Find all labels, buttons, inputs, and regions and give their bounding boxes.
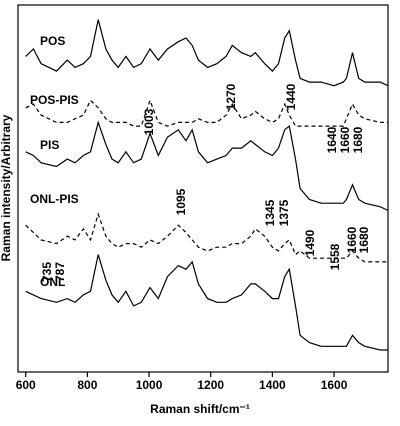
series-label: ONL xyxy=(40,275,65,289)
peak-annotation: 1660 xyxy=(345,226,359,253)
peak-annotation: 1490 xyxy=(303,229,317,256)
x-tick-label: 1200 xyxy=(197,378,224,392)
peak-annotation: 1640 xyxy=(325,126,339,153)
peak-annotation: 1270 xyxy=(224,83,238,110)
peak-annotation: 1680 xyxy=(357,226,371,253)
series-label: POS xyxy=(40,34,65,48)
spectrum-line xyxy=(25,120,389,212)
series-label: POS-PIS xyxy=(30,93,79,107)
peak-annotation: 1440 xyxy=(284,83,298,110)
peak-annotation: 1660 xyxy=(338,126,352,153)
peak-annotation: 735 xyxy=(40,262,54,282)
peak-annotation: 1345 xyxy=(263,199,277,226)
x-tick-label: 800 xyxy=(77,378,97,392)
x-tick-label: 1600 xyxy=(321,378,348,392)
spectrum-line xyxy=(25,254,388,351)
x-tick-label: 1000 xyxy=(136,378,163,392)
peak-annotation: 1375 xyxy=(277,199,291,226)
peak-annotation: 1003 xyxy=(142,108,156,135)
peak-annotation: 1680 xyxy=(351,126,365,153)
peak-annotation: 1558 xyxy=(328,243,342,270)
spectrum-line xyxy=(25,212,388,263)
series-label: ONL-PIS xyxy=(30,192,79,206)
spectrum-line xyxy=(25,98,388,127)
series-label: PIS xyxy=(40,138,59,152)
spectrum-line xyxy=(25,19,389,87)
peak-annotation: 1095 xyxy=(174,188,188,215)
x-tick-label: 600 xyxy=(16,378,36,392)
x-axis-label: Raman shift/cm⁻¹ xyxy=(150,402,250,416)
plot-frame xyxy=(17,4,389,373)
y-axis-label: Raman intensity/Arbitrary xyxy=(0,114,13,261)
x-tick-label: 1400 xyxy=(259,378,286,392)
peak-annotation: 787 xyxy=(53,262,67,282)
